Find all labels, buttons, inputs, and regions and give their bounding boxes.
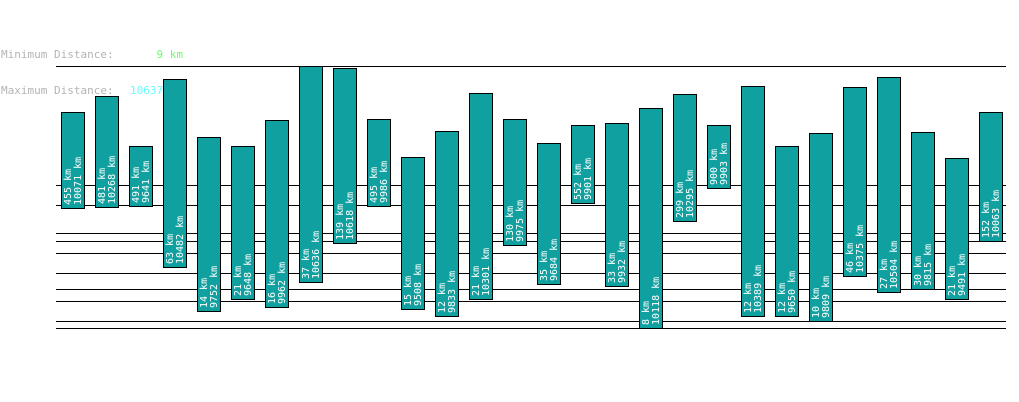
- bar-label-min: 30 km: [913, 256, 924, 286]
- bar-label-min: 27 km: [879, 259, 890, 289]
- distance-bar: [877, 77, 901, 293]
- bar-label-min: 495 km: [369, 167, 380, 203]
- distance-bar: [469, 93, 493, 300]
- bar-label-max: 9986 km: [379, 161, 390, 203]
- bar-label-max: 9962 km: [277, 262, 288, 304]
- bar-label-min: 63 km: [165, 234, 176, 264]
- distance-bar: [401, 157, 425, 310]
- bar-label-min: 37 km: [301, 249, 312, 279]
- bar-label-max: 10071 km: [73, 157, 84, 205]
- bar-label-min: 130 km: [505, 206, 516, 242]
- bar-label-min: 21 km: [947, 266, 958, 296]
- bar-label-min: 15 km: [403, 276, 414, 306]
- bar-label-max: 9650 km: [787, 271, 798, 313]
- distance-bar: [197, 137, 221, 312]
- distance-bar: [367, 119, 391, 207]
- bar-label-min: 21 km: [233, 266, 244, 296]
- bar-label-min: 12 km: [777, 283, 788, 313]
- bar-label-max: 9684 km: [549, 239, 560, 281]
- bar-label-max: 10375 km: [855, 225, 866, 273]
- distance-bar: [537, 143, 561, 285]
- distance-bar: [605, 123, 629, 287]
- distance-bar: [503, 119, 527, 246]
- bar-label-max: 9809 km: [821, 276, 832, 318]
- bar-label-max: 9641 km: [141, 161, 152, 203]
- bar-label-min: 10 km: [811, 288, 822, 318]
- bar-label-max: 10295 km: [685, 170, 696, 218]
- bar-label-min: 14 km: [199, 278, 210, 308]
- distance-bar: [639, 108, 663, 329]
- distance-bar: [741, 86, 765, 317]
- distance-bar: [673, 94, 697, 222]
- bar-label-min: 21 km: [471, 266, 482, 296]
- bar-label-max: 10389 km: [753, 265, 764, 313]
- distance-bar: [571, 125, 595, 204]
- bar-label-min: 12 km: [437, 283, 448, 313]
- distance-bar: [129, 146, 153, 207]
- bar-label-max: 9903 km: [719, 143, 730, 185]
- bar-label-min: 8 km: [641, 301, 652, 325]
- bar-label-min: 139 km: [335, 204, 346, 240]
- distance-bar: [231, 146, 255, 300]
- distance-bar: [809, 133, 833, 322]
- distance-bar: [707, 125, 731, 189]
- bar-label-max: 10482 km: [175, 216, 186, 264]
- bar-label-max: 9508 km: [413, 264, 424, 306]
- bar-label-min: 35 km: [539, 251, 550, 281]
- min-distance-row: Minimum Distance: 9 km: [1, 49, 183, 61]
- distance-bar: [945, 158, 969, 300]
- bar-label-max: 9833 km: [447, 271, 458, 313]
- bar-label-max: 9901 km: [583, 158, 594, 200]
- min-distance-value: 9 km: [156, 48, 184, 61]
- distance-bar: [843, 87, 867, 277]
- min-distance-label: Minimum Distance:: [1, 48, 114, 61]
- bar-label-min: 481 km: [97, 168, 108, 204]
- distance-bar: [775, 146, 799, 317]
- bar-label-max: 9648 km: [243, 254, 254, 296]
- bar-label-max: 9491 km: [957, 254, 968, 296]
- bar-label-min: 900 km: [709, 149, 720, 185]
- bar-label-min: 299 km: [675, 182, 686, 218]
- distance-bar: [299, 66, 323, 283]
- distance-bar: [163, 79, 187, 268]
- max-distance-label: Maximum Distance:: [1, 84, 114, 97]
- bar-label-max: 10636 km: [311, 231, 322, 279]
- distance-bar: [265, 120, 289, 308]
- distance-bar: [911, 132, 935, 290]
- distance-bar: [95, 96, 119, 208]
- bar-label-min: 455 km: [63, 169, 74, 205]
- bar-label-min: 12 km: [743, 283, 754, 313]
- bar-label-max: 10301 km: [481, 248, 492, 296]
- bar-label-min: 152 km: [981, 202, 992, 238]
- bar-label-max: 9932 km: [617, 241, 628, 283]
- distance-bar: [979, 112, 1003, 242]
- distance-bar: [435, 131, 459, 317]
- bar-label-max: 10504 km: [889, 241, 900, 289]
- bar-label-min: 33 km: [607, 253, 618, 283]
- bar-label-min: 16 km: [267, 274, 278, 304]
- bar-label-max: 10268 km: [107, 156, 118, 204]
- distance-bar: [61, 112, 85, 209]
- bar-label-max: 9815 km: [923, 244, 934, 286]
- bar-label-min: 552 km: [573, 164, 584, 200]
- bar-label-max: 10063 km: [991, 190, 1002, 238]
- bar-label-max: 10618 km: [345, 192, 356, 240]
- bar-label-max: 9975 km: [515, 200, 526, 242]
- bar-label-max: 10118 km: [651, 277, 662, 325]
- bar-label-max: 9752 km: [209, 266, 220, 308]
- bar-label-min: 491 km: [131, 167, 142, 203]
- distance-bar: [333, 68, 357, 244]
- bar-label-min: 46 km: [845, 243, 856, 273]
